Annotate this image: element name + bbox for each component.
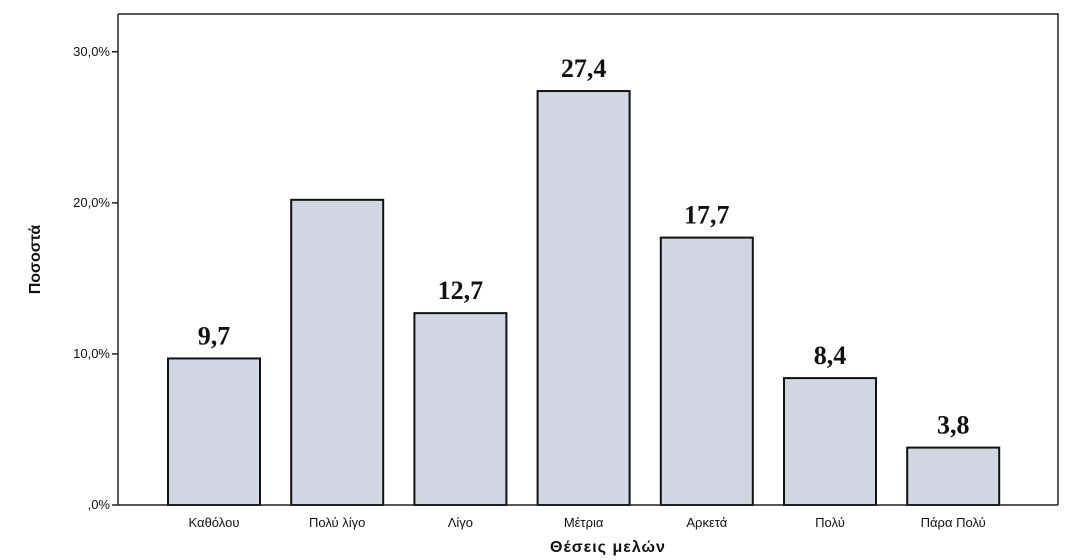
data-label: 8,4 <box>814 341 847 370</box>
data-label: 12,7 <box>438 276 484 305</box>
bar <box>413 312 508 506</box>
x-axis: Καθόλου Πολύ λίγο Λίγο Μέτρια Αρκετά Πολύ Πάρα… <box>118 504 1058 530</box>
y-tick-label: ,0% <box>88 497 111 512</box>
bar <box>906 446 1001 506</box>
y-tick-label: 20,0% <box>73 195 110 210</box>
data-label: 17,7 <box>684 201 730 230</box>
data-labels-group: 9,7 12,7 27,4 17,7 8,4 3,8 <box>198 54 970 440</box>
x-tick-label: Πολύ <box>815 515 845 530</box>
bars-group <box>167 90 1001 507</box>
plot-frame <box>118 13 1059 505</box>
bar <box>536 90 631 507</box>
bar <box>659 236 754 506</box>
x-tick-label: Καθόλου <box>189 515 240 530</box>
bar <box>783 377 877 507</box>
data-label: 3,8 <box>937 411 970 440</box>
bar <box>290 198 385 506</box>
y-axis: ,0% 10,0% 20,0% 30,0% <box>73 14 119 512</box>
x-tick-label: Μέτρια <box>564 515 604 530</box>
x-tick-label: Πάρα Πολύ <box>921 515 986 530</box>
x-axis-title: Θέσεις μελών <box>550 539 666 556</box>
x-tick-label: Λίγο <box>448 515 473 530</box>
x-tick-label: Αρκετά <box>686 515 727 530</box>
data-label: 9,7 <box>198 321 231 350</box>
x-tick-label: Πολύ λίγο <box>309 515 365 530</box>
y-tick-label: 30,0% <box>73 44 110 59</box>
bar <box>167 357 261 506</box>
y-axis-title: Ποσοστά <box>27 225 44 295</box>
y-tick-label: 10,0% <box>73 346 110 361</box>
data-label: 27,4 <box>561 54 607 83</box>
